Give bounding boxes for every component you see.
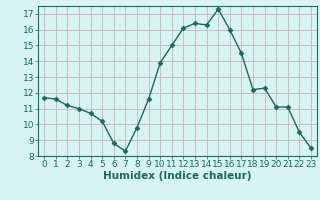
X-axis label: Humidex (Indice chaleur): Humidex (Indice chaleur) (103, 171, 252, 181)
